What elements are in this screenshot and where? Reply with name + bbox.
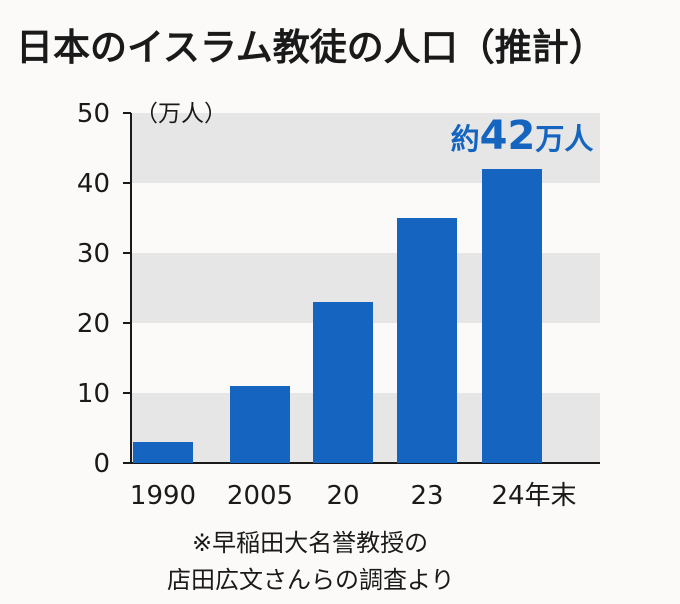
bar [133,442,193,463]
x-tick-label: 1990 [130,481,196,511]
chart-title: 日本のイスラム教徒の人口（推計） [16,26,606,69]
y-tick-label: 10 [77,379,110,409]
y-tick-label: 40 [77,169,110,199]
y-axis-unit-label: （万人） [135,101,227,127]
value-callout: 約42万人 [451,113,594,159]
callout-suffix: 万人 [535,122,593,156]
y-tick-label: 50 [77,99,110,129]
callout-prefix: 約 [451,122,480,156]
x-tick-label: 23 [410,481,443,511]
callout-number: 42 [480,113,536,159]
x-tick-label: 24年末 [491,481,576,511]
bars [133,169,542,463]
y-tick-label: 0 [93,449,110,479]
y-tick-label: 20 [77,309,110,339]
bar [230,386,290,463]
y-axis-ticks: 0 10 20 30 40 50 [77,99,131,479]
bar [482,169,542,463]
x-axis-labels: 1990 2005 20 23 24年末 [130,481,577,511]
y-tick-label: 30 [77,239,110,269]
x-tick-label: 20 [326,481,359,511]
source-note-line-1: ※早稲田大名誉教授の [192,529,428,557]
bar [397,218,457,463]
x-tick-label: 2005 [227,481,293,511]
bar [313,302,373,463]
source-note-line-2: 店田広文さんらの調査より [167,566,455,594]
